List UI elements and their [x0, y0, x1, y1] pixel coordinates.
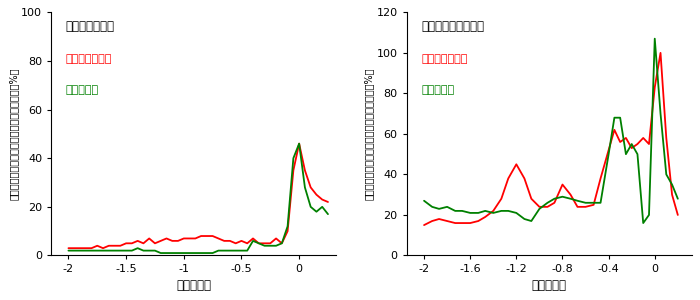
- Y-axis label: 最大随意収縮強度を基準とした表面筋電位（%）: 最大随意収縮強度を基準とした表面筋電位（%）: [364, 68, 374, 200]
- Text: 赤：ストレート: 赤：ストレート: [421, 54, 468, 64]
- Text: 緑：カーブ: 緑：カーブ: [65, 85, 99, 95]
- Text: 【手のひらの筋肉】: 【手のひらの筋肉】: [421, 20, 484, 33]
- Text: 赤：ストレート: 赤：ストレート: [65, 54, 112, 64]
- Y-axis label: 最大随意収縮強度を基準とした表面筋電位（%）: 最大随意収縮強度を基準とした表面筋電位（%）: [8, 68, 18, 200]
- Text: 【前腕の筋肉】: 【前腕の筋肉】: [65, 20, 114, 33]
- X-axis label: 時間（秒）: 時間（秒）: [176, 279, 211, 292]
- X-axis label: 時間（秒）: 時間（秒）: [532, 279, 567, 292]
- Text: 緑：カーブ: 緑：カーブ: [421, 85, 454, 95]
